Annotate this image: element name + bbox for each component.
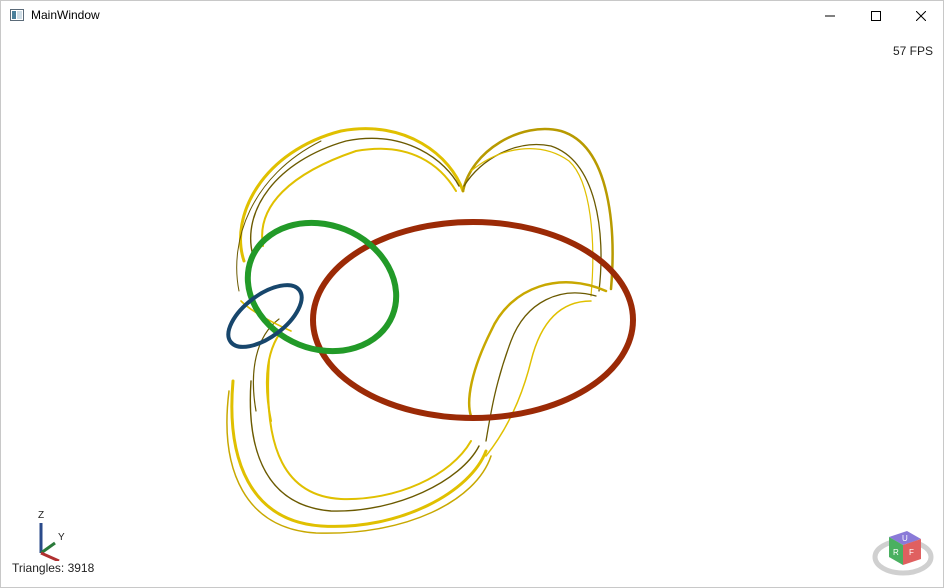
tube-right-down-2	[485, 292, 597, 442]
tube-upper-right-inner	[463, 144, 602, 292]
axes-gizmo: Z Y	[38, 510, 65, 561]
triangle-count: Triangles: 3918	[12, 561, 95, 575]
tube-right-down-1	[467, 281, 608, 418]
axis-z-label: Z	[38, 510, 44, 521]
tube-upper-left-thin	[236, 140, 322, 292]
tube-upper-left-outer	[239, 127, 465, 263]
tube-lower-inner2	[267, 360, 472, 501]
scene-canvas[interactable]	[1, 31, 943, 587]
red-ring	[310, 219, 636, 421]
green-ring	[244, 219, 400, 355]
view-cube-left-face	[889, 537, 903, 565]
minimize-icon	[825, 15, 835, 17]
tube-upper-right-outer	[461, 127, 614, 291]
3d-viewport[interactable]: 57 FPS Z Y Triangles: 3918 U R F	[1, 31, 943, 587]
tube-upper-left-inner	[250, 137, 460, 257]
app-window-icon	[10, 9, 24, 21]
view-cube-top-face	[889, 531, 921, 545]
window-title: MainWindow	[31, 8, 100, 22]
tube-upper-left-outer2	[261, 147, 457, 247]
tube-lower-inner	[249, 380, 480, 512]
view-cube-face-f: F	[909, 548, 914, 557]
tube-right-down-3	[485, 300, 592, 457]
maximize-button[interactable]	[853, 1, 899, 31]
fps-counter: 57 FPS	[892, 44, 933, 58]
view-cube[interactable]: U R F	[871, 527, 935, 581]
title-bar[interactable]: MainWindow	[1, 1, 943, 31]
view-cube-face-u: U	[902, 534, 908, 543]
axis-y-label: Y	[58, 532, 65, 543]
tube-lower-mid	[226, 390, 492, 534]
view-cube-face-r: R	[893, 548, 899, 557]
tube-upper-right-mid	[470, 148, 594, 297]
tube-lower-outer	[230, 379, 488, 528]
minimize-button[interactable]	[807, 1, 853, 31]
view-cube-right-face	[903, 539, 921, 565]
torus-knot-tubes	[226, 127, 614, 534]
maximize-icon	[871, 11, 881, 21]
blue-ring	[226, 283, 304, 349]
close-button[interactable]	[898, 1, 944, 31]
close-icon	[916, 11, 926, 21]
